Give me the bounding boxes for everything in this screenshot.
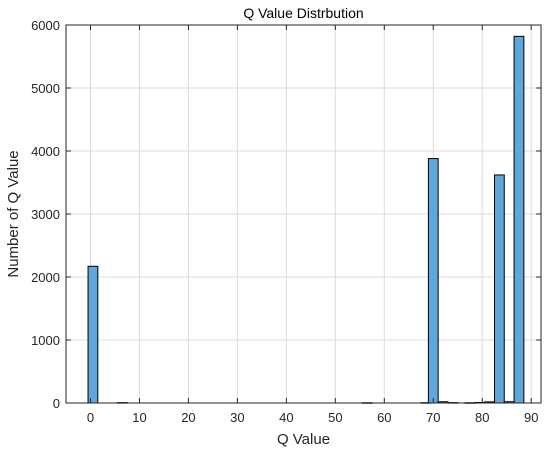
x-tick-label: 70 [426, 410, 440, 425]
x-tick-label: 80 [475, 410, 489, 425]
y-tick-label: 5000 [31, 81, 60, 96]
bars [87, 35, 525, 404]
y-axis-label: Number of Q Value [5, 150, 22, 277]
y-tick-label: 3000 [31, 207, 60, 222]
histogram-bar [493, 174, 505, 404]
histogram-bar [87, 265, 99, 404]
grid-lines [66, 24, 541, 404]
y-tick-label: 1000 [31, 333, 60, 348]
x-tick-label: 20 [181, 410, 195, 425]
x-tick-label: 0 [87, 410, 94, 425]
y-ticks: 0 1000 2000 3000 4000 5000 6000 [31, 18, 541, 411]
histogram-bar [427, 158, 439, 404]
x-tick-label: 50 [328, 410, 342, 425]
chart-title: Q Value Distrbution [243, 5, 363, 21]
y-tick-label: 0 [53, 396, 60, 411]
x-tick-label: 10 [132, 410, 146, 425]
y-tick-label: 6000 [31, 18, 60, 33]
histogram-bar [513, 35, 525, 404]
x-tick-label: 90 [524, 410, 538, 425]
x-tick-label: 40 [279, 410, 293, 425]
x-ticks: 0 10 20 30 40 50 60 70 80 90 [87, 25, 538, 425]
x-tick-label: 60 [377, 410, 391, 425]
x-axis-label: Q Value [277, 431, 330, 448]
y-tick-label: 4000 [31, 144, 60, 159]
x-tick-label: 30 [230, 410, 244, 425]
y-tick-label: 2000 [31, 270, 60, 285]
